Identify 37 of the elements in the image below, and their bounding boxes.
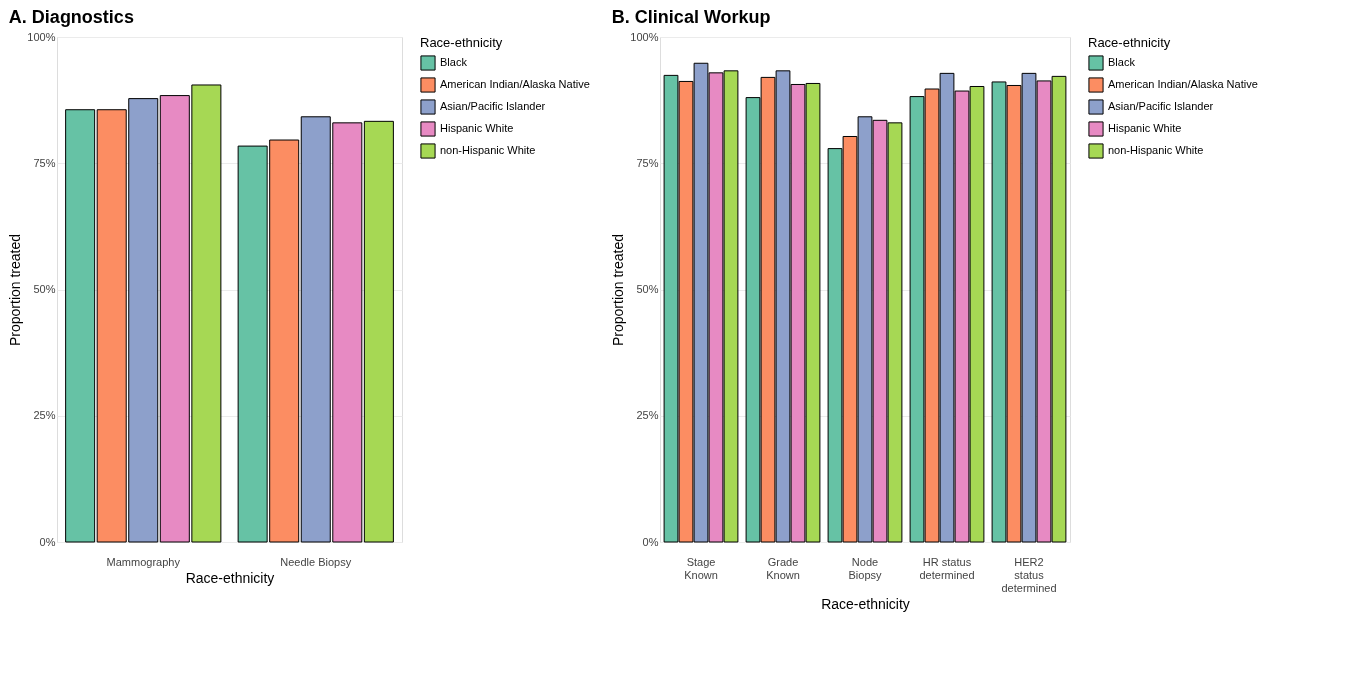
x-tick-label: Stage Known <box>684 555 718 581</box>
legend-label: Black <box>1108 56 1136 68</box>
x-tick-label: HER2 status determined <box>1001 555 1057 594</box>
y-tick-label: 75% <box>33 156 56 169</box>
x-tick-label: Mammography <box>106 555 181 568</box>
y-tick-label: 100% <box>27 30 56 43</box>
y-axis-title: Proportion treated <box>7 233 24 347</box>
legend-title: Race-ethnicity <box>1088 35 1171 50</box>
x-axis-title: Race-ethnicity <box>821 595 910 612</box>
legend-label: Asian/Pacific Islander <box>440 100 546 112</box>
legend-label: American Indian/Alaska Native <box>440 78 590 90</box>
x-tick-label: Node Biopsy <box>848 555 882 581</box>
legend-label: Asian/Pacific Islander <box>1108 100 1214 112</box>
legend-title: Race-ethnicity <box>420 35 503 50</box>
y-tick-label: 75% <box>636 156 659 169</box>
legend-label: Hispanic White <box>1108 122 1182 134</box>
y-tick-label: 0% <box>642 535 659 548</box>
x-axis-title: Race-ethnicity <box>185 569 275 586</box>
legend-label: American Indian/Alaska Native <box>1108 78 1258 90</box>
x-tick-label: Needle Biopsy <box>280 555 352 568</box>
legend-label: Black <box>440 56 468 68</box>
bar <box>65 109 96 543</box>
legend-label: non-Hispanic White <box>1108 144 1204 156</box>
y-tick-label: 50% <box>636 283 659 295</box>
y-tick-label: 0% <box>39 535 56 548</box>
y-axis-title: Proportion treated <box>610 233 627 347</box>
bar <box>363 120 394 543</box>
legend-label: Hispanic White <box>440 122 514 134</box>
x-tick-label: HR status determined <box>919 555 975 581</box>
chart-title: B. Clinical Workup <box>611 7 771 27</box>
y-tick-label: 50% <box>33 283 56 295</box>
y-tick-label: 100% <box>630 30 659 43</box>
chart-title: A. Diagnostics <box>8 7 134 27</box>
y-tick-label: 25% <box>636 409 659 422</box>
y-tick-label: 25% <box>33 409 56 422</box>
legend-label: non-Hispanic White <box>440 144 536 156</box>
x-tick-label: Grade Known <box>766 555 800 581</box>
